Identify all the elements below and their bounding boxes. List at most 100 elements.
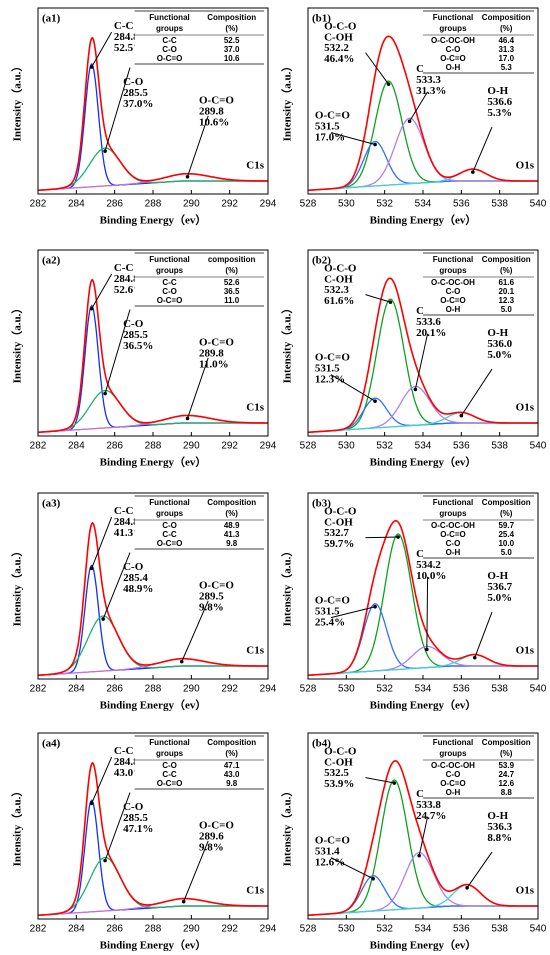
peak-position: 532.7 — [324, 527, 349, 539]
x-tick-label: 528 — [300, 684, 317, 695]
y-axis-label: Intensity（a.u.） — [281, 61, 294, 142]
table-cell: 12.6 — [498, 779, 514, 788]
peak-name: O-H — [487, 810, 508, 822]
annotation-arrow — [365, 536, 399, 539]
panel: 282 284 286 288 290 292 294 Binding Energy（ev） I… — [11, 492, 277, 712]
x-tick-label: 288 — [145, 199, 162, 210]
table-cell: C-O — [446, 287, 461, 296]
table-header: Composition (%) — [207, 738, 256, 758]
annotation-arrow — [466, 851, 493, 889]
table-cell: 5.0 — [501, 305, 513, 314]
peak-position: 284.8 — [114, 516, 139, 528]
peak-percent: 10.0% — [416, 570, 446, 582]
arrow-head — [471, 170, 475, 174]
table-bg — [423, 736, 534, 798]
x-axis-label: Binding Energy（ev） — [100, 939, 207, 952]
table-cell: C-O — [162, 761, 177, 770]
annotation-arrow — [183, 840, 209, 902]
peak-position: 532.3 — [324, 284, 349, 296]
arrow-head — [101, 617, 105, 621]
arrow-head — [181, 899, 186, 904]
x-tick-label: 532 — [376, 924, 393, 935]
x-tick-label: 282 — [30, 199, 47, 210]
table-bg — [134, 11, 264, 64]
table-cell: 52.6 — [224, 278, 240, 287]
x-tick-label: 540 — [530, 924, 547, 935]
table-header: Functional groups — [433, 498, 473, 518]
table-cell: O-H — [446, 305, 461, 314]
y-axis-label: Intensity（a.u.） — [281, 786, 294, 867]
x-tick-label: 294 — [260, 924, 277, 935]
x-axis-label: Binding Energy（ev） — [370, 456, 477, 469]
table-cell: C-O — [446, 45, 461, 54]
x-tick-label: 284 — [68, 199, 85, 210]
x-tick-label: 538 — [491, 441, 508, 452]
table-bg — [134, 496, 264, 549]
table-cell: 31.3 — [498, 45, 514, 54]
peak-name: O-C-O C-OH — [324, 262, 357, 285]
annotation-arrow — [187, 115, 209, 177]
table-cell: O-C=O — [440, 296, 466, 305]
annotation-arrow — [460, 368, 493, 416]
table-cell: 20.1 — [498, 287, 514, 296]
table-bg — [134, 253, 264, 306]
arrow-head — [407, 119, 412, 124]
peak-position: 532.5 — [324, 767, 349, 779]
arrow-head — [396, 535, 400, 539]
peak-position: 534.2 — [416, 559, 441, 571]
peak-percent: 5.0% — [487, 592, 512, 604]
table-bg — [423, 11, 534, 73]
x-tick-label: 292 — [221, 924, 238, 935]
peak-name: O-C=O — [199, 95, 234, 107]
table-cell: C-O — [446, 770, 461, 779]
panel: 282 284 286 288 290 292 294 Binding Energy（ev） I… — [11, 249, 277, 469]
arrow-head — [425, 647, 429, 652]
x-tick-label: 528 — [300, 441, 317, 452]
panel: 528 530 532 534 536 538 540 Binding Energy（ev） I… — [281, 7, 547, 227]
table-cell: O-C=O — [440, 54, 466, 63]
panel-label: (a1) — [42, 13, 61, 25]
peak-position: 536.6 — [487, 96, 512, 108]
arrow-head — [465, 886, 469, 890]
table-cell: 17.0 — [498, 54, 514, 63]
x-axis-label: Binding Energy（ev） — [100, 214, 207, 227]
envelope-curve — [307, 759, 538, 917]
y-axis-label: Intensity（a.u.） — [11, 303, 24, 384]
table-cell: O-C=O — [157, 779, 183, 788]
x-tick-label: 290 — [183, 684, 200, 695]
panel-label: (a2) — [42, 255, 61, 267]
table-cell: O-C=O — [440, 530, 466, 539]
arrow-head — [185, 416, 190, 421]
x-tick-label: 290 — [183, 441, 200, 452]
table-cell: 9.8 — [226, 539, 238, 548]
x-tick-label: 534 — [415, 441, 432, 452]
envelope-curve — [307, 520, 538, 677]
annotation-arrow — [365, 52, 389, 85]
table-header: Composition (%) — [482, 498, 531, 518]
peak-curve — [37, 799, 268, 916]
table-cell: 53.9 — [498, 761, 514, 770]
x-tick-label: 288 — [145, 441, 162, 452]
x-tick-label: 292 — [221, 199, 238, 210]
x-tick-label: 284 — [68, 924, 85, 935]
peak-percent: 36.5% — [123, 340, 153, 352]
peak-percent: 11.0% — [199, 359, 229, 371]
peak-curve — [37, 856, 268, 916]
peak-name: C-C — [114, 20, 134, 32]
annotation-arrow — [91, 273, 113, 309]
table-header: Composition (%) — [482, 738, 531, 758]
arrow-head — [179, 659, 184, 664]
peak-position: 289.6 — [199, 831, 224, 843]
peak-curve — [37, 615, 268, 676]
panel-label: (a4) — [42, 738, 61, 750]
x-tick-label: 288 — [145, 924, 162, 935]
peak-percent: 12.6% — [315, 856, 345, 868]
arrow-head — [413, 387, 418, 392]
table-cell: C-O — [162, 45, 177, 54]
x-tick-label: 540 — [530, 441, 547, 452]
arrow-head — [89, 566, 94, 571]
x-tick-label: 540 — [530, 199, 547, 210]
table-cell: O-C-OC-OH — [431, 761, 475, 770]
x-tick-label: 288 — [145, 684, 162, 695]
